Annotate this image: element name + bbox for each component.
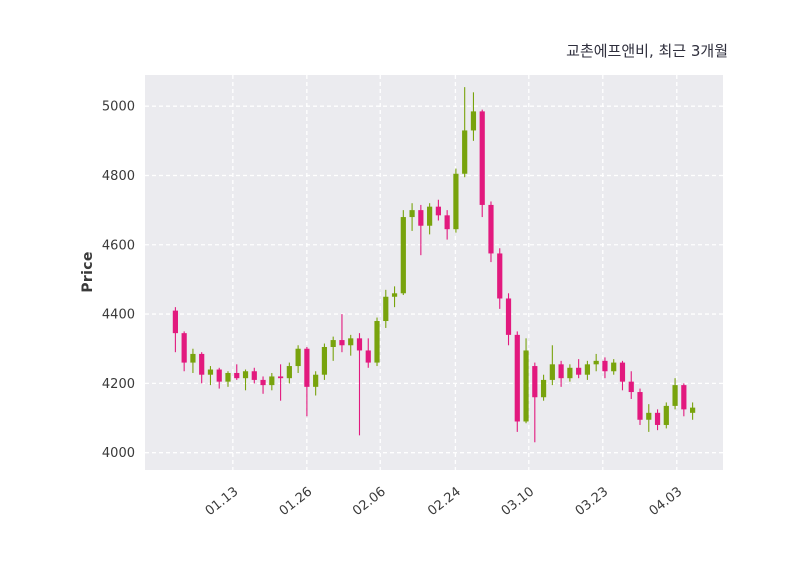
candle-body-down bbox=[558, 364, 564, 379]
candle-body-up bbox=[374, 321, 380, 363]
candle-body-down bbox=[304, 348, 310, 387]
y-tick-label: 4200 bbox=[102, 377, 135, 392]
candle-body-up bbox=[523, 350, 529, 422]
candle-body-down bbox=[216, 369, 222, 382]
candle-body-up bbox=[672, 385, 678, 406]
candle-body-down bbox=[277, 376, 284, 379]
candle-body-down bbox=[505, 298, 512, 335]
candle-body-down bbox=[479, 111, 485, 205]
candle-body-up bbox=[269, 376, 275, 386]
candle-body-up bbox=[427, 206, 433, 226]
candle-body-up bbox=[391, 293, 398, 297]
candle-body-down bbox=[199, 353, 205, 375]
chart-title: 교촌에프앤비, 최근 3개월 bbox=[566, 42, 728, 60]
candle-body-up bbox=[348, 338, 354, 346]
plot-area bbox=[145, 75, 723, 470]
candle-body-down bbox=[681, 385, 687, 410]
candle-body-down bbox=[365, 350, 371, 363]
candle-body-up bbox=[540, 379, 547, 398]
candle-body-down bbox=[234, 372, 240, 379]
candle-body-down bbox=[532, 366, 538, 398]
x-tick-label: 01.13 bbox=[203, 484, 242, 519]
candle-body-down bbox=[444, 215, 450, 230]
candle-body-down bbox=[339, 340, 345, 346]
candle-body-up bbox=[462, 130, 468, 174]
candle-body-up bbox=[593, 360, 599, 365]
y-axis-label: Price bbox=[80, 251, 96, 293]
y-tick-label: 4800 bbox=[102, 169, 135, 184]
candle-body-up bbox=[549, 364, 555, 380]
candle-body-down bbox=[488, 204, 494, 254]
candle-body-up bbox=[470, 111, 477, 131]
y-tick-label: 4600 bbox=[102, 238, 135, 253]
candle-body-down bbox=[576, 367, 582, 375]
candle-body-up bbox=[400, 217, 406, 294]
candle-body-up bbox=[383, 296, 389, 322]
candle-body-up bbox=[321, 346, 328, 375]
candle-body-down bbox=[637, 392, 643, 420]
candle-body-up bbox=[190, 353, 196, 363]
candle-body-up bbox=[584, 364, 591, 375]
x-tick-label: 04.03 bbox=[647, 484, 686, 519]
candle-body-down bbox=[435, 206, 441, 216]
x-tick-label: 02.24 bbox=[425, 484, 464, 519]
candle-body-down bbox=[619, 362, 626, 382]
x-tick-label: 02.06 bbox=[350, 484, 389, 519]
candle-body-down bbox=[497, 253, 503, 299]
x-tick-label: 01.26 bbox=[277, 484, 316, 519]
candle-body-up bbox=[453, 173, 459, 230]
candle-body-down bbox=[418, 210, 424, 226]
candle-body-down bbox=[172, 310, 178, 334]
candle-body-down bbox=[260, 379, 266, 386]
candle-body-up bbox=[313, 374, 319, 387]
candle-body-up bbox=[646, 412, 652, 420]
candle-body-down bbox=[654, 412, 661, 425]
candle-body-down bbox=[251, 371, 257, 380]
candle-body-down bbox=[356, 338, 363, 351]
candle-body-up bbox=[690, 407, 696, 413]
candle-body-up bbox=[225, 372, 231, 382]
candle-body-up bbox=[611, 362, 617, 372]
candle-body-down bbox=[628, 381, 634, 393]
candle-body-up bbox=[663, 405, 669, 425]
y-tick-label: 4000 bbox=[102, 446, 135, 461]
candle-body-down bbox=[181, 333, 187, 363]
candle-body-up bbox=[295, 348, 301, 367]
candle-body-up bbox=[286, 366, 292, 379]
candle-body-up bbox=[330, 340, 336, 347]
y-tick-label: 4400 bbox=[102, 308, 135, 323]
candle-body-up bbox=[567, 367, 573, 379]
candle-body-down bbox=[602, 360, 608, 372]
candle-body-up bbox=[409, 210, 415, 218]
x-tick-label: 03.10 bbox=[499, 484, 538, 519]
candle-body-up bbox=[242, 371, 249, 379]
x-tick-label: 03.23 bbox=[573, 484, 612, 519]
candle-body-down bbox=[514, 334, 520, 422]
y-tick-label: 5000 bbox=[102, 100, 135, 115]
candle-body-up bbox=[207, 369, 214, 375]
